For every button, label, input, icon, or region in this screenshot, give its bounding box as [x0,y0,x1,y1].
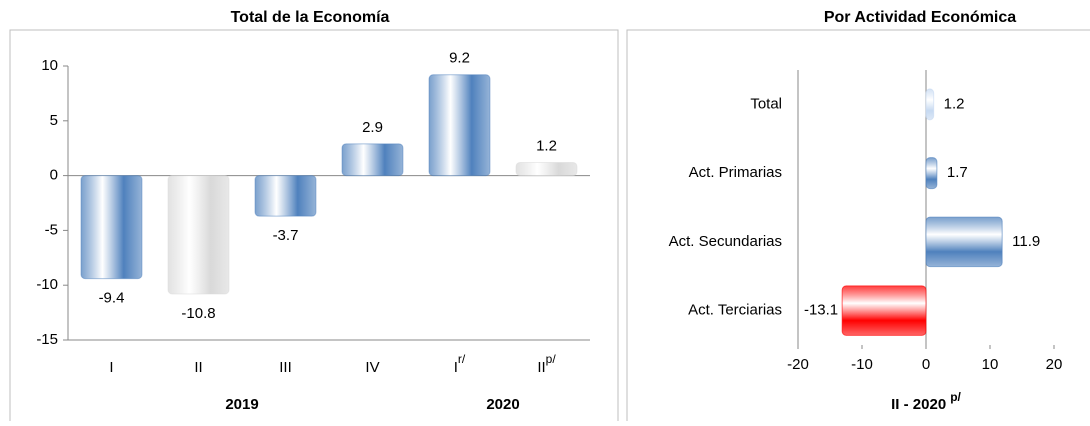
x-tick-label: 0 [922,356,930,373]
y-tick-label: Act. Terciarias [688,302,782,319]
x-tick-label: 20 [1046,356,1063,373]
x-tick-label: IIp/ [537,352,556,376]
bar [341,143,404,177]
y-tick-label: -10 [36,276,58,293]
panel-right [626,29,1090,426]
group-label: 2019 [225,396,258,413]
y-tick-label: 5 [50,112,58,129]
data-label: -3.7 [273,227,299,244]
bar [925,88,935,121]
data-label: 1.2 [944,95,965,112]
bar [515,161,578,177]
data-label: -9.4 [99,290,125,307]
bar [80,175,143,280]
y-tick-label: -15 [36,331,58,348]
y-tick-label: Total [750,95,782,112]
bar [925,157,938,190]
bar [925,216,1003,268]
x-tick-label: Ir/ [454,352,466,376]
x-tick-label: -20 [787,356,809,373]
data-label: 1.2 [536,137,557,154]
data-label: 2.9 [362,119,383,136]
data-label: 1.7 [947,164,968,181]
panel-left [9,29,619,426]
y-tick-label: Act. Secundarias [669,233,782,250]
data-label: 11.9 [1012,233,1040,250]
x-tick-label: IV [365,359,379,376]
y-tick-label: 0 [50,167,58,184]
y-tick-label: -5 [45,221,58,238]
x-tick-label: I [109,359,113,376]
x-axis-label: II - 2020 p/ [891,390,961,413]
x-tick-label: II [194,359,202,376]
y-tick-label: 10 [41,57,58,74]
chart-title: Por Actividad Económica [824,9,1016,26]
x-tick-label: -10 [851,356,873,373]
bar [167,175,230,295]
group-label: 2020 [486,396,519,413]
bar [254,175,317,217]
data-label: 9.2 [449,50,470,67]
x-tick-label: 10 [982,356,999,373]
y-tick-label: Act. Primarias [689,164,782,181]
x-tick-label: III [279,359,292,376]
bar [841,285,927,336]
bar [428,74,491,177]
chart-title: Total de la Economía [231,9,390,26]
data-label: -10.8 [181,305,215,322]
data-label: -13.1 [804,302,838,319]
